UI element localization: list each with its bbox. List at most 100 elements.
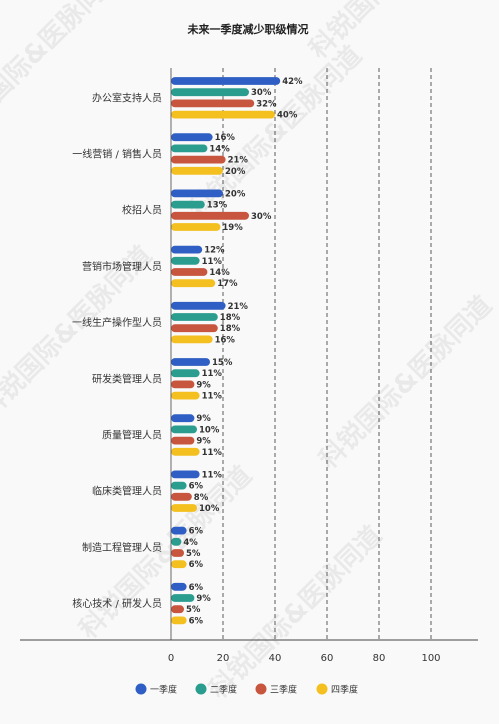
watermark-text: 科锐国际&医脉同道 xyxy=(203,520,388,705)
data-label: 6% xyxy=(189,527,204,537)
bars-group: 42%30%32%40%16%14%21%20%20%13%30%19%12%1… xyxy=(171,77,303,626)
legend-label: 三季度 xyxy=(270,684,297,696)
bar xyxy=(171,189,223,198)
data-label: 32% xyxy=(256,99,277,109)
data-label: 11% xyxy=(202,470,223,480)
bar xyxy=(171,605,184,614)
category-label: 制造工程管理人员 xyxy=(82,541,162,554)
legend-label: 四季度 xyxy=(331,684,358,696)
data-label: 9% xyxy=(196,380,211,390)
legend-swatch xyxy=(195,683,207,695)
category-label: 临床类管理人员 xyxy=(92,485,162,498)
watermark-text: 科锐国际&医脉同道 xyxy=(313,290,498,475)
bar xyxy=(171,144,208,153)
legend-item[interactable]: 二季度 xyxy=(195,683,238,696)
data-label: 11% xyxy=(202,392,223,402)
data-label: 12% xyxy=(204,246,225,256)
x-tick-label: 100 xyxy=(421,653,440,664)
legend-label: 二季度 xyxy=(210,684,237,696)
data-label: 21% xyxy=(228,156,249,166)
bar xyxy=(171,414,195,423)
category-label: 办公室支持人员 xyxy=(92,91,162,104)
data-label: 18% xyxy=(220,324,241,334)
bar xyxy=(171,549,184,557)
data-label: 20% xyxy=(225,167,246,177)
bar xyxy=(171,335,213,344)
bar xyxy=(171,470,200,479)
bar xyxy=(171,155,226,164)
data-label: 9% xyxy=(196,437,211,447)
bar xyxy=(171,211,249,220)
watermark-text: 科锐国际&医脉同道 xyxy=(303,0,488,65)
legend-item[interactable]: 一季度 xyxy=(135,683,178,696)
data-label: 10% xyxy=(199,425,220,435)
bar xyxy=(171,537,182,546)
data-label: 5% xyxy=(186,605,201,615)
bar xyxy=(171,481,187,490)
bar xyxy=(171,358,210,366)
bar xyxy=(171,245,203,254)
category-label: 研发类管理人员 xyxy=(92,372,162,385)
bar xyxy=(171,200,205,209)
category-label: 质量管理人员 xyxy=(102,429,162,442)
bar xyxy=(171,492,192,501)
bar xyxy=(171,594,195,602)
data-label: 30% xyxy=(251,88,272,98)
bar xyxy=(171,223,221,231)
x-tick-label: 40 xyxy=(269,653,282,664)
data-label: 18% xyxy=(220,313,241,323)
x-tick-label: 0 xyxy=(168,653,174,664)
bar xyxy=(171,279,216,288)
bar xyxy=(171,380,195,389)
data-label: 40% xyxy=(277,111,298,121)
legend-item[interactable]: 四季度 xyxy=(316,683,359,696)
data-label: 15% xyxy=(212,358,233,368)
data-label: 13% xyxy=(207,201,228,211)
category-label: 一线生产操作型人员 xyxy=(72,316,162,329)
data-label: 16% xyxy=(215,335,236,345)
data-label: 10% xyxy=(199,504,220,514)
data-label: 20% xyxy=(225,189,246,199)
bar xyxy=(171,391,200,400)
bar xyxy=(171,526,187,535)
data-label: 16% xyxy=(215,133,236,143)
data-label: 11% xyxy=(202,257,223,267)
bar xyxy=(171,166,223,175)
x-axis: 0 20 40 60 80 100 xyxy=(20,68,478,664)
legend-item[interactable]: 三季度 xyxy=(255,683,298,696)
legend-swatch xyxy=(316,683,328,695)
legend-label: 一季度 xyxy=(150,684,177,696)
bar xyxy=(171,268,208,276)
data-label: 11% xyxy=(202,369,223,379)
category-label: 营销市场管理人员 xyxy=(82,260,162,273)
bar xyxy=(171,582,187,591)
bar xyxy=(171,369,200,378)
data-label: 9% xyxy=(196,414,211,424)
bar xyxy=(171,436,195,445)
data-label: 17% xyxy=(217,279,238,289)
chart-title: 未来一季度减少职级情况 xyxy=(187,22,309,36)
legend-swatch xyxy=(135,683,147,695)
bar xyxy=(171,425,197,434)
data-label: 30% xyxy=(251,212,272,222)
bar xyxy=(171,301,226,310)
category-label: 校招人员 xyxy=(122,204,162,217)
data-label: 6% xyxy=(189,583,204,593)
bar xyxy=(171,560,187,569)
data-label: 21% xyxy=(228,302,249,312)
data-label: 5% xyxy=(186,549,201,559)
legend[interactable]: 一季度 二季度 三季度 四季度 xyxy=(135,683,359,696)
data-label: 4% xyxy=(183,538,198,548)
bar xyxy=(171,77,281,85)
data-label: 9% xyxy=(196,594,211,604)
bar xyxy=(171,324,218,333)
category-label: 核心技术 / 研发人员 xyxy=(72,597,162,610)
bar xyxy=(171,256,200,265)
data-label: 8% xyxy=(194,493,209,503)
bar xyxy=(171,616,187,625)
x-tick-label: 60 xyxy=(321,653,334,664)
bar xyxy=(171,447,200,456)
